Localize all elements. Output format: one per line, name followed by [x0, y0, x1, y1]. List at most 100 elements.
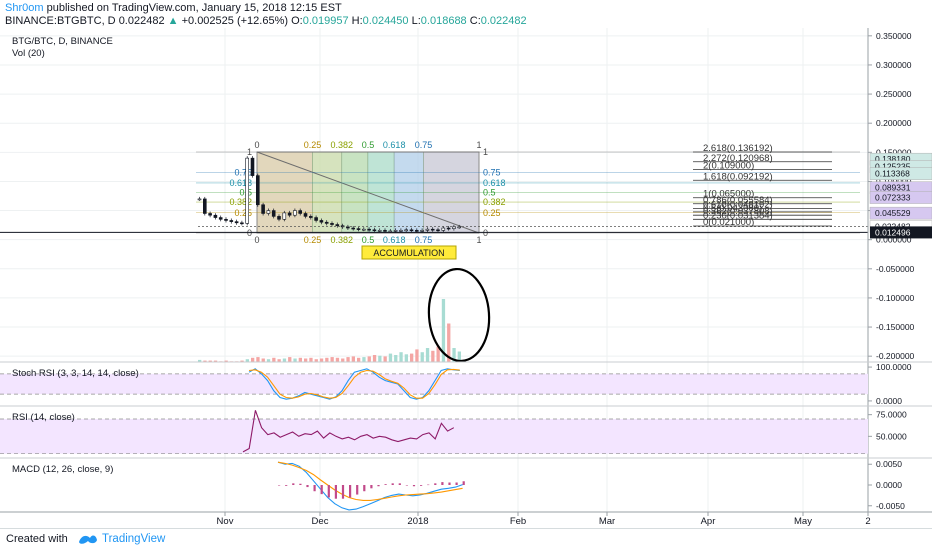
x-tick-label: Apr [701, 516, 716, 527]
volume-bar [224, 360, 228, 362]
volume-bar [415, 349, 419, 362]
last-price: 0.022482 [118, 15, 165, 27]
volume-bar [362, 357, 366, 362]
volume-bar [213, 360, 218, 362]
volume-bar [399, 352, 403, 362]
accumulation-label: ACCUMULATION [373, 248, 444, 258]
volume-bar [261, 358, 265, 362]
price-axis-badge [869, 191, 932, 204]
volume-bar [351, 356, 355, 362]
x-tick-label: Feb [510, 516, 526, 527]
y-tick-label: 0.0000 [876, 396, 902, 406]
price-badge-label: 0.138180 [875, 154, 911, 164]
footer: Created with TradingView [0, 528, 932, 550]
candle-body [457, 226, 462, 229]
tradingview-logo-icon [79, 535, 97, 544]
volume-bar [404, 354, 408, 362]
up-arrow-icon: ▲ [167, 15, 179, 27]
volume-bar [394, 355, 398, 362]
fib-right-level-label: 1 [483, 147, 488, 157]
fib-right-level-label: 0.75 [483, 167, 501, 177]
volume-bar [198, 359, 202, 362]
candle-body [208, 213, 212, 216]
volume-bar [325, 357, 329, 362]
low-value: 0.018688 [420, 15, 467, 27]
y-tick-label: 0.200000 [876, 118, 912, 128]
y-tick-label: -0.150000 [876, 322, 915, 332]
price-badge-label: 0.072333 [875, 193, 911, 203]
x-tick-label: 2018 [407, 516, 428, 527]
fib-left-level-label: 0.75 [234, 167, 252, 177]
volume-bar [298, 357, 302, 362]
candle-body [330, 223, 334, 225]
macd-series-line [277, 461, 463, 511]
macd-histogram-bar [377, 485, 380, 487]
candle-body [197, 198, 202, 201]
macd-histogram-bar [448, 482, 451, 485]
candle-body [388, 230, 393, 233]
candle-body [377, 230, 382, 232]
volume-bar [203, 360, 207, 362]
candle-body [361, 228, 366, 231]
macd-histogram-bar [285, 485, 288, 486]
volume-bar [266, 359, 271, 362]
fib-extension-label: 2.272(0.120968) [703, 153, 773, 164]
fib-left-level-label: 0.618 [229, 178, 252, 188]
macd-histogram-bar [292, 483, 295, 485]
candle-body [234, 221, 239, 224]
candle-body [351, 227, 356, 230]
fib-top-label: 1 [476, 140, 481, 150]
price-badge-label: 0.113368 [875, 169, 910, 179]
x-tick-label: Mar [599, 516, 615, 527]
candle-body [430, 228, 435, 231]
fib-left-level-label: 1 [247, 147, 252, 157]
candle-body [218, 217, 223, 220]
fib-top-label: 0.618 [383, 140, 406, 150]
candle-body [372, 229, 377, 232]
fib-extension-label: 1.618(0.092192) [703, 171, 773, 182]
price-change: +0.002525 (+12.65%) [181, 15, 289, 27]
candle-body [203, 198, 207, 214]
candle-body [319, 220, 324, 223]
stoch-rsi-series-line [248, 368, 460, 399]
candle-body [287, 212, 292, 216]
close-value: 0.022482 [480, 15, 527, 27]
macd-histogram-bar [278, 485, 281, 486]
macd-histogram-bar [434, 483, 437, 485]
x-tick-label: May [794, 516, 812, 527]
candle-body [452, 226, 456, 229]
volume-bar [457, 351, 461, 362]
high-label: H: [351, 15, 363, 27]
volume-bar [251, 357, 255, 362]
candle-body [383, 230, 387, 232]
volume-bar [330, 357, 334, 362]
candle-body [240, 222, 244, 225]
candle-body [367, 228, 371, 231]
fib-bottom-label: 1 [476, 235, 481, 245]
fib-top-label: 0.25 [304, 140, 322, 150]
y-tick-label: -0.200000 [876, 351, 915, 361]
candle-body [245, 157, 249, 224]
volume-bar [420, 352, 424, 362]
chart-canvas[interactable]: 0.3500000.3000000.2500000.2000000.150000… [0, 28, 932, 528]
published-text: published on TradingView.com, January 15… [43, 2, 342, 14]
accumulation-annotation: ACCUMULATION [361, 245, 457, 260]
candle-body [436, 229, 440, 232]
price-axis-badge [869, 167, 932, 180]
fib-left-level-label: 0.382 [229, 197, 252, 207]
price-axis-badge [869, 206, 932, 220]
fib-bottom-label: 0.382 [331, 235, 354, 245]
fib-extension-label: 0(0.021000) [703, 217, 754, 228]
author-link[interactable]: Shr0om [5, 2, 44, 14]
macd-histogram-bar [391, 483, 394, 485]
volume-bar [378, 355, 382, 362]
macd-series-line [277, 461, 463, 501]
volume-bar [372, 355, 377, 362]
main-chart-title: BTG/BTC, D, BINANCE [12, 36, 113, 47]
price-badge-label: 0.012496 [875, 227, 911, 237]
tradingview-link[interactable]: TradingView [102, 533, 166, 545]
y-tick-label: 0.350000 [876, 31, 912, 41]
fib-extension-label: 2.618(0.136192) [703, 143, 773, 154]
candle-body [250, 157, 255, 176]
volume-bar [367, 356, 371, 362]
